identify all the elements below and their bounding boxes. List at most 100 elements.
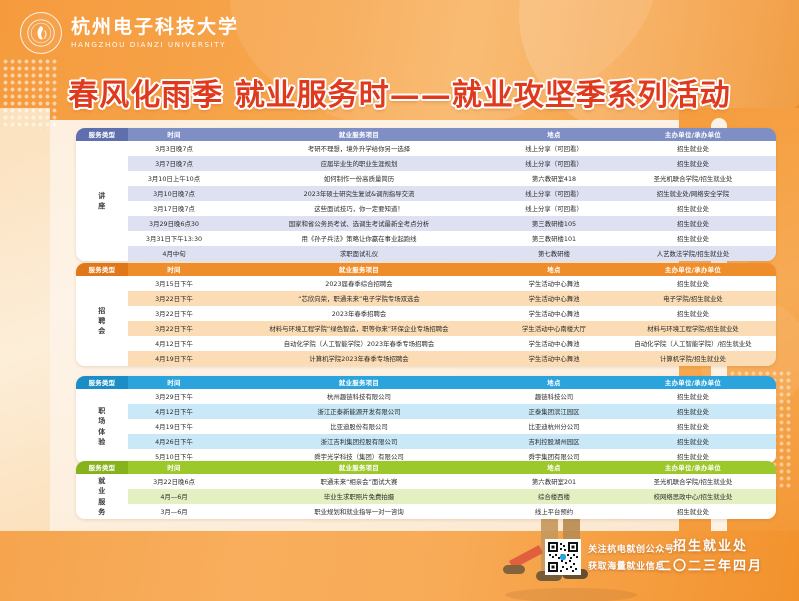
table-row: 4月19日下午 比亚迪股份有限公司 比亚迪杭州分公司 招生就业处 [76,419,776,434]
cell-project: 浙江吉利集团控股有限公司 [220,434,498,449]
cell-organizer: 招生就业处 [610,419,776,434]
cell-location: 线上分享（可回看） [498,201,610,216]
cell-location: 学生活动中心舞池 [498,276,610,291]
col-header-category: 服务类型 [76,128,128,141]
cell-location: 学生活动中心南楼大厅 [498,321,610,336]
cell-project: 职通未来“相亲会”面试大赛 [220,474,498,489]
cell-time: 3月17日晚7点 [128,201,220,216]
col-header-time: 时间 [128,263,220,276]
cell-organizer: 圣光机联合学院/招生就业处 [610,474,776,489]
table-row: 5月10日下午 舜宇光学科技（集团）有限公司 舜宇集团有限公司 招生就业处 [76,449,776,464]
cell-project: 毕业生求职照片免费拍摄 [220,489,498,504]
cell-organizer: 材料与环境工程学院/招生就业处 [610,321,776,336]
cell-project: 求职面试礼仪 [220,246,498,261]
cell-category: 讲座 [76,141,128,261]
cell-location: 第六教研室418 [498,171,610,186]
university-crest-icon [20,12,62,54]
qr-caption-line1: 关注杭电就创公众号 [588,545,675,555]
cell-time: 3月15日下午 [128,276,220,291]
table-row: 讲座 3月3日晚7点 考研不理想，境外升学给你另一选择 线上分享（可回看） 招生就业处 [76,141,776,261]
table-row: 4月中旬 求职面试礼仪 第七教研楼 人艺数法学院/招生就业处 [76,246,776,261]
university-logo: 杭州电子科技大学 HANGZHOU DIANZI UNIVERSITY [20,12,239,54]
cell-time: 4月26日下午 [128,434,220,449]
cell-project: 2023届春季综合招聘会 [220,276,498,291]
cell-time: 3月3日晚7点 [128,141,220,156]
table-body: 招聘会 3月15日下午 2023届春季综合招聘会 学生活动中心舞池 招生就业处 3月22日… [76,276,776,366]
cell-location: 学生活动中心舞池 [498,306,610,321]
table-body: 职场体验 3月29日下午 杭州趣链科技有限公司 趣链科技公司 招生就业处 4月12日下午浙… [76,389,776,464]
col-header-location: 地点 [498,461,610,474]
cell-category: 职场体验 [76,389,128,464]
cell-time: 3月29日晚6点30 [128,216,220,231]
cell-organizer: 招生就业处 [610,449,776,464]
decor-left-strip [0,108,50,548]
signature-organization: 招生就业处 [672,538,748,554]
schedule-table-workplace: 服务类型 时间 就业服务项目 地点 主办单位/承办单位 职场体验 3月29日下午杭… [76,376,776,464]
cell-organizer: 招生就业处 [610,306,776,321]
cell-time: 5月10日下午 [128,449,220,464]
cell-time: 3月10日晚7点 [128,186,220,201]
col-header-project: 就业服务项目 [220,376,498,389]
table-row: 3月7日晚7点 应届毕业生的职业生涯规划 线上分享（可回看） 招生就业处 [76,156,776,171]
table-row: 3月17日晚7点 这些面试技巧，你一定要知道！ 线上分享（可回看） 招生就业处 [76,201,776,216]
cell-project: 国家和省公务员考试、选调生考试最新全考点分析 [220,216,498,231]
wechat-follow-group: 关注杭电就创公众号 获取海量就业信息 [545,539,674,575]
cell-time: 4月12日下午 [128,404,220,419]
cell-location: 第三教研楼101 [498,231,610,246]
col-header-time: 时间 [128,376,220,389]
schedule-table-job-fair: 服务类型 时间 就业服务项目 地点 主办单位/承办单位 招聘会 3月15日下午 20… [76,263,776,366]
cell-location: 第六教研室201 [498,474,610,489]
cell-category: 招聘会 [76,276,128,366]
qr-code-icon[interactable] [545,539,581,575]
logo-name-en: HANGZHOU DIANZI UNIVERSITY [71,39,227,49]
cell-location: 比亚迪杭州分公司 [498,419,610,434]
col-header-location: 地点 [498,263,610,276]
schedule-table-lecture: 服务类型 时间 就业服务项目 地点 主办单位/承办单位 讲座 3月3日晚7点 考研不… [76,128,776,261]
cell-organizer: 人艺数法学院/招生就业处 [610,246,776,261]
table-row: 3月10日晚7点 2023年硕士研究生复试&调剂指导交流 线上分享（可回看） 招生就业… [76,186,776,201]
cell-project: 比亚迪股份有限公司 [220,419,498,434]
table-row: 3月29日晚6点30 国家和省公务员考试、选调生考试最新全考点分析 第三教研楼105… [76,216,776,231]
cell-project: 自动化学院（人工智能学院）2023年春季专场招聘会 [220,336,498,351]
cell-location: 第三教研楼105 [498,216,610,231]
col-header-time: 时间 [128,461,220,474]
table-block-services: 服务类型 时间 就业服务项目 地点 主办单位/承办单位 就业服务 3月22日晚6点… [76,461,776,519]
cell-location: 线上平台预约 [498,504,610,519]
table-row: 4月26日下午 浙江吉利集团控股有限公司 吉利控股湖州园区 招生就业处 [76,434,776,449]
cell-organizer: 计算机学院/招生就业处 [610,351,776,366]
cell-location: 学生活动中心舞池 [498,291,610,306]
table-row: 4月—6月 毕业生求职照片免费拍摄 综合楼西楼 校网络思政中心/招生就业处 [76,489,776,504]
col-header-category: 服务类型 [76,461,128,474]
cell-time: 4月19日下午 [128,351,220,366]
cell-location: 正泰集团滨江园区 [498,404,610,419]
cell-location: 舜宇集团有限公司 [498,449,610,464]
cell-project: “芯欣向荣，职通未来”电子学院专场双选会 [220,291,498,306]
table-row: 就业服务 3月22日晚6点 职通未来“相亲会”面试大赛 第六教研室201 圣光机联合学院… [76,474,776,519]
cell-location: 学生活动中心舞池 [498,351,610,366]
cell-organizer: 招生就业处 [610,216,776,231]
cell-time: 3月22日晚6点 [128,474,220,489]
cell-time: 4月中旬 [128,246,220,261]
col-header-organizer: 主办单位/承办单位 [610,376,776,389]
table-row: 3月10日上午10点 如何制作一份高质量简历 第六教研室418 圣光机联合学院/招生就… [76,171,776,186]
cell-organizer: 校网络思政中心/招生就业处 [610,489,776,504]
cell-category: 就业服务 [76,474,128,519]
col-header-organizer: 主办单位/承办单位 [610,461,776,474]
table-header-row: 服务类型 时间 就业服务项目 地点 主办单位/承办单位 [76,128,776,141]
col-header-location: 地点 [498,376,610,389]
cell-organizer: 招生就业处 [610,141,776,156]
col-header-organizer: 主办单位/承办单位 [610,128,776,141]
signature-block: 招生就业处 二〇二三年四月 [658,537,763,577]
cell-time: 3月22日下午 [128,321,220,336]
cell-project: 考研不理想，境外升学给你另一选择 [220,141,498,156]
table-block-workplace: 服务类型 时间 就业服务项目 地点 主办单位/承办单位 职场体验 3月29日下午杭… [76,376,776,464]
cell-project: 浙江正泰新能源开发有限公司 [220,404,498,419]
cell-organizer: 电子学院/招生就业处 [610,291,776,306]
table-header-row: 服务类型 时间 就业服务项目 地点 主办单位/承办单位 [76,263,776,276]
cell-project: 2023年春季招聘会 [220,306,498,321]
schedule-table-services: 服务类型 时间 就业服务项目 地点 主办单位/承办单位 就业服务 3月22日晚6点… [76,461,776,519]
table-row: 4月19日下午 计算机学院2023年春季专场招聘会 学生活动中心舞池 计算机学院/招生… [76,351,776,366]
col-header-project: 就业服务项目 [220,461,498,474]
cell-organizer: 招生就业处 [610,276,776,291]
table-row: 职场体验 3月29日下午 杭州趣链科技有限公司 趣链科技公司 招生就业处 [76,389,776,464]
